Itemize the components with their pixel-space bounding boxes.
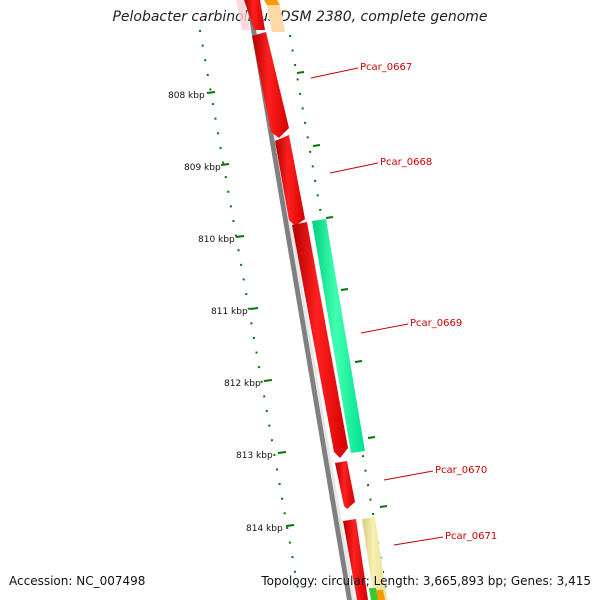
kbp-label-808: 808 kbp	[168, 91, 205, 101]
kbp-label-809: 809 kbp	[184, 163, 221, 173]
kbp-major-ticks	[206, 91, 295, 527]
partial-feature-top-orange	[264, 0, 280, 5]
kbp-label-810: 810 kbp	[198, 235, 235, 245]
partial-feature-top-peach	[267, 5, 285, 32]
genome-summary-text: Topology: circular; Length: 3,665,893 bp…	[261, 574, 591, 588]
partial-cds-top	[244, 0, 265, 30]
label-connectors	[310, 67, 444, 546]
partial-feature-bottom-green	[369, 588, 378, 600]
gene-label-pcar-0670: Pcar_0670	[435, 465, 487, 476]
map-title: Pelobacter carbinolicus DSM 2380, comple…	[112, 9, 488, 25]
gene-arrow-pcar-0670[interactable]	[335, 461, 355, 509]
kbp-label-811: 811 kbp	[211, 307, 248, 317]
gene-arrow-pcar-0667[interactable]	[252, 32, 289, 138]
gene-arrow-pcar-0671[interactable]	[362, 517, 387, 600]
outer-ring-major-dashes	[296, 71, 388, 508]
partial-feature-top-pink	[236, 0, 250, 30]
gene-label-pcar-0671: Pcar_0671	[445, 531, 497, 542]
gene-label-pcar-0668: Pcar_0668	[380, 157, 432, 168]
kbp-tick-ring	[199, 29, 302, 600]
kbp-label-814: 814 kbp	[246, 524, 283, 534]
gene-arrow-pcar-0669-cds[interactable]	[292, 222, 348, 458]
gene-label-pcar-0667: Pcar_0667	[360, 62, 412, 73]
kbp-label-813: 813 kbp	[236, 451, 273, 461]
backbone-line	[246, 0, 352, 600]
gene-arrow-pcar-0669[interactable]	[312, 219, 365, 453]
kbp-label-812: 812 kbp	[224, 379, 261, 389]
partial-feature-bottom-orange	[376, 590, 385, 600]
gene-arrow-pcar-0668[interactable]	[275, 135, 305, 226]
gene-label-pcar-0669: Pcar_0669	[410, 318, 462, 329]
accession-text: Accession: NC_007498	[9, 574, 146, 588]
gene-arrow-pcar-0671-cds[interactable]	[343, 519, 368, 600]
